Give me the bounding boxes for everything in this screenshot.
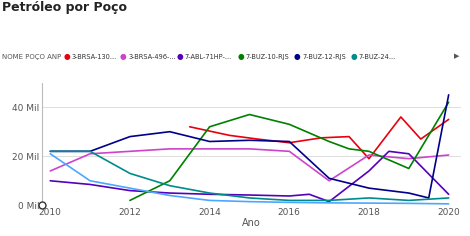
Text: Petróleo por Poço: Petróleo por Poço <box>2 1 127 14</box>
Text: 7-BUZ-10-RJS: 7-BUZ-10-RJS <box>246 54 290 60</box>
Text: ●: ● <box>176 52 183 61</box>
Text: 7-BUZ-12-RJS: 7-BUZ-12-RJS <box>302 54 346 60</box>
X-axis label: Ano: Ano <box>242 219 261 228</box>
Text: 7-ABL-71HP-...: 7-ABL-71HP-... <box>185 54 232 60</box>
Text: ●: ● <box>120 52 126 61</box>
Text: NOME POÇO ANP: NOME POÇO ANP <box>2 54 62 60</box>
Text: ●: ● <box>294 52 300 61</box>
Text: 3-BRSA-130...: 3-BRSA-130... <box>72 54 117 60</box>
Text: ●: ● <box>63 52 70 61</box>
Text: ▶: ▶ <box>454 54 459 60</box>
Text: ●: ● <box>350 52 357 61</box>
Text: 3-BRSA-496-...: 3-BRSA-496-... <box>128 54 176 60</box>
Text: 7-BUZ-24...: 7-BUZ-24... <box>359 54 396 60</box>
Text: ●: ● <box>237 52 244 61</box>
